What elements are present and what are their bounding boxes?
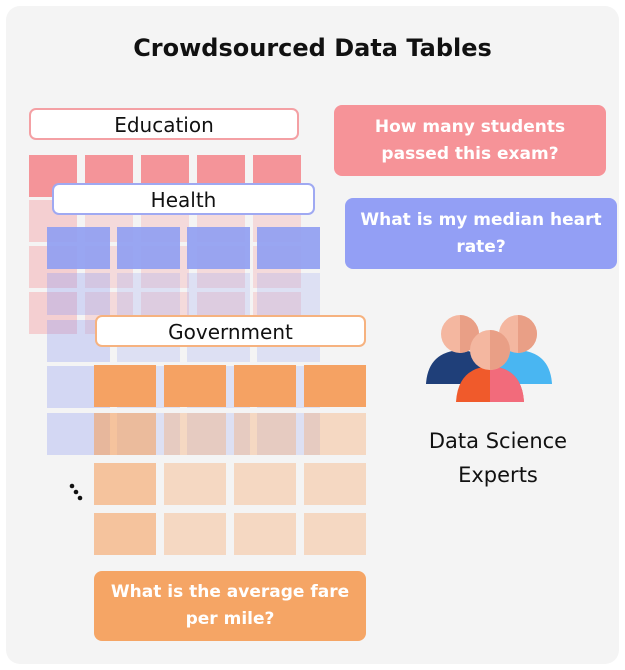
government-table-cell — [164, 413, 226, 455]
government-table-cell — [94, 513, 156, 555]
government-question-text: What is the average fare per mile? — [110, 582, 350, 629]
health-table-cell — [257, 273, 320, 315]
government-table-cell — [234, 463, 296, 505]
health-table-cell — [47, 227, 110, 269]
health-label: Health — [52, 183, 315, 215]
health-question-text: What is my median heart rate? — [360, 209, 602, 257]
government-table-cell — [304, 513, 366, 555]
government-question-bubble: What is the average fare per mile? — [94, 571, 366, 641]
government-table-cell — [164, 365, 226, 407]
government-table-cell — [234, 365, 296, 407]
experts-label: Data Science Experts — [428, 429, 568, 487]
diagram-title: Crowdsourced Data Tables — [133, 34, 492, 62]
government-table-cell — [304, 413, 366, 455]
people-group-icon — [426, 315, 552, 402]
health-table-cell — [117, 227, 180, 269]
vertical-ellipsis-icon — [69, 483, 83, 501]
health-table-cell — [47, 273, 110, 315]
health-table-cell — [257, 413, 320, 455]
health-table-cell — [117, 273, 180, 315]
government-table-cell — [164, 463, 226, 505]
health-table-cell — [187, 273, 250, 315]
government-table-cell — [304, 365, 366, 407]
government-table-cell — [234, 413, 296, 455]
government-label: Government — [95, 315, 366, 347]
education-question-text: How many students passed this exam? — [374, 116, 566, 164]
health-question-bubble: What is my median heart rate? — [345, 198, 617, 269]
government-table-cell — [94, 365, 156, 407]
health-table-cell — [187, 227, 250, 269]
government-table-cell — [94, 413, 156, 455]
government-table-cell — [304, 463, 366, 505]
government-table-cell — [234, 513, 296, 555]
health-table-cell — [187, 413, 250, 455]
government-table-cell — [164, 513, 226, 555]
education-table-cell — [29, 292, 77, 334]
government-table-cell — [94, 463, 156, 505]
education-label: Education — [29, 108, 299, 140]
health-table-cell — [257, 227, 320, 269]
education-question-bubble: How many students passed this exam? — [334, 105, 606, 176]
